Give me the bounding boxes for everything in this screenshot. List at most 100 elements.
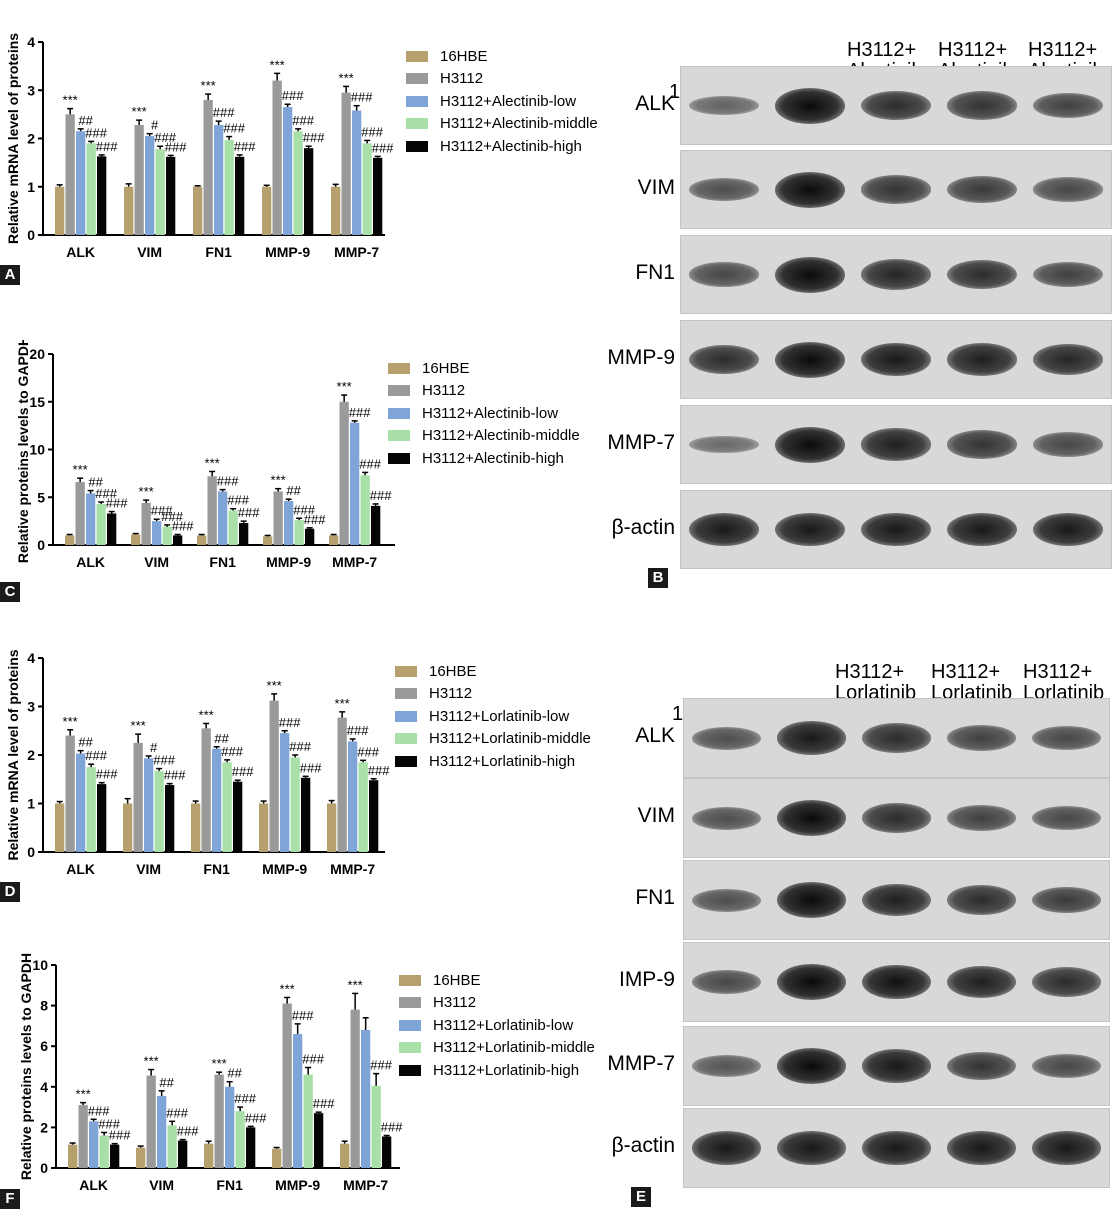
bar: [141, 502, 151, 545]
legend-swatch: [406, 73, 428, 85]
significance-label: ###: [292, 113, 314, 128]
blot-band: [776, 964, 847, 1000]
significance-label: #: [150, 740, 158, 755]
y-tick-label: 6: [40, 1038, 48, 1054]
blot-band: [774, 341, 846, 378]
panel-label-d: D: [0, 882, 20, 902]
bar: [154, 771, 164, 852]
bar: [246, 1127, 256, 1168]
legend-swatch: [406, 140, 428, 152]
y-tick-label: 0: [40, 1160, 48, 1176]
blot-band: [691, 1131, 762, 1165]
bar: [362, 143, 372, 235]
legend-swatch: [395, 665, 417, 677]
blot-band: [860, 90, 932, 121]
bar: [152, 521, 162, 545]
legend-label: H3112+Alectinib-high: [440, 137, 582, 155]
bar: [373, 157, 383, 235]
bar: [233, 781, 243, 852]
significance-label: ##: [88, 475, 103, 490]
legend-item: H3112: [388, 380, 580, 403]
legend-swatch: [399, 1042, 421, 1054]
protein-label: MMP-7: [607, 1052, 675, 1075]
blot-band: [1032, 512, 1104, 547]
bar: [89, 1121, 99, 1168]
bar: [382, 1136, 392, 1168]
significance-label: ***: [270, 57, 285, 72]
legend-label: H3112: [440, 70, 484, 88]
bar: [301, 777, 311, 852]
bar: [107, 513, 117, 545]
significance-label: ***: [199, 707, 214, 722]
blot-band: [688, 344, 760, 375]
blot-strip: [680, 405, 1112, 484]
significance-label: ***: [271, 473, 286, 488]
legend-swatch: [395, 733, 417, 745]
protein-label: FN1: [635, 886, 675, 909]
legend-f: 16HBE H3112 H3112+Lorlatinib-low H3112+L…: [399, 969, 595, 1082]
bar: [269, 700, 279, 852]
blot-band: [691, 1055, 762, 1077]
bar: [214, 1074, 224, 1168]
y-axis-label: Relative proteins levels to GAPDH: [18, 953, 34, 1180]
legend-label: 16HBE: [440, 47, 488, 65]
protein-label: FN1: [635, 260, 675, 284]
bar: [283, 107, 293, 235]
blot-band: [860, 512, 932, 547]
blot-strip: [680, 320, 1112, 399]
blot-band: [774, 426, 846, 463]
legend-swatch: [395, 688, 417, 700]
bar: [214, 124, 224, 235]
blot-band: [861, 964, 932, 1000]
significance-label: ###: [223, 121, 245, 136]
significance-label: ###: [351, 90, 373, 105]
blot-band: [1031, 886, 1102, 914]
legend-swatch: [399, 1064, 421, 1076]
legend-c: 16HBE H3112 H3112+Alectinib-low H3112+Al…: [388, 357, 580, 470]
blot-band: [946, 1131, 1017, 1165]
legend-item: H3112+Alectinib-low: [406, 90, 598, 113]
panel-label-f: F: [0, 1189, 20, 1209]
blot-band: [688, 435, 760, 454]
significance-label: ###: [289, 739, 311, 754]
significance-label: ###: [370, 1058, 392, 1073]
protein-label: VIM: [637, 175, 675, 199]
y-axis-label: Relative mRNA level of proteins: [5, 33, 21, 244]
bar: [371, 1085, 381, 1168]
bar: [86, 767, 96, 852]
blot-band: [946, 259, 1018, 290]
legend-item: H3112+Lorlatinib-high: [399, 1059, 595, 1082]
significance-label: ###: [313, 1096, 335, 1111]
significance-label: ###: [232, 764, 254, 779]
legend-label: H3112: [433, 994, 477, 1012]
blot-band: [688, 262, 760, 287]
category-label: FN1: [203, 861, 230, 877]
bar: [68, 1144, 78, 1168]
bar: [65, 535, 75, 545]
bar: [235, 156, 245, 235]
category-label: MMP-9: [265, 244, 310, 260]
legend-label: 16HBE: [422, 359, 470, 377]
significance-label: ###: [381, 1120, 403, 1135]
significance-label: ***: [131, 718, 146, 733]
legend-label: H3112+Alectinib-middle: [440, 115, 598, 133]
blot-strip: [683, 860, 1110, 940]
bar: [145, 136, 155, 235]
bar: [222, 762, 232, 852]
significance-label: ###: [98, 1116, 120, 1131]
legend-swatch: [395, 710, 417, 722]
legend-swatch: [388, 362, 410, 374]
significance-label: ###: [96, 139, 118, 154]
blot-band: [946, 725, 1017, 751]
protein-label: VIM: [637, 804, 675, 827]
bar: [76, 131, 86, 235]
legend-swatch: [388, 430, 410, 442]
bar: [155, 149, 165, 235]
bar: [369, 780, 379, 852]
legend-item: 16HBE: [388, 357, 580, 380]
blot-band: [776, 1131, 847, 1165]
blot-band: [691, 888, 762, 912]
significance-label: ###: [213, 105, 235, 120]
